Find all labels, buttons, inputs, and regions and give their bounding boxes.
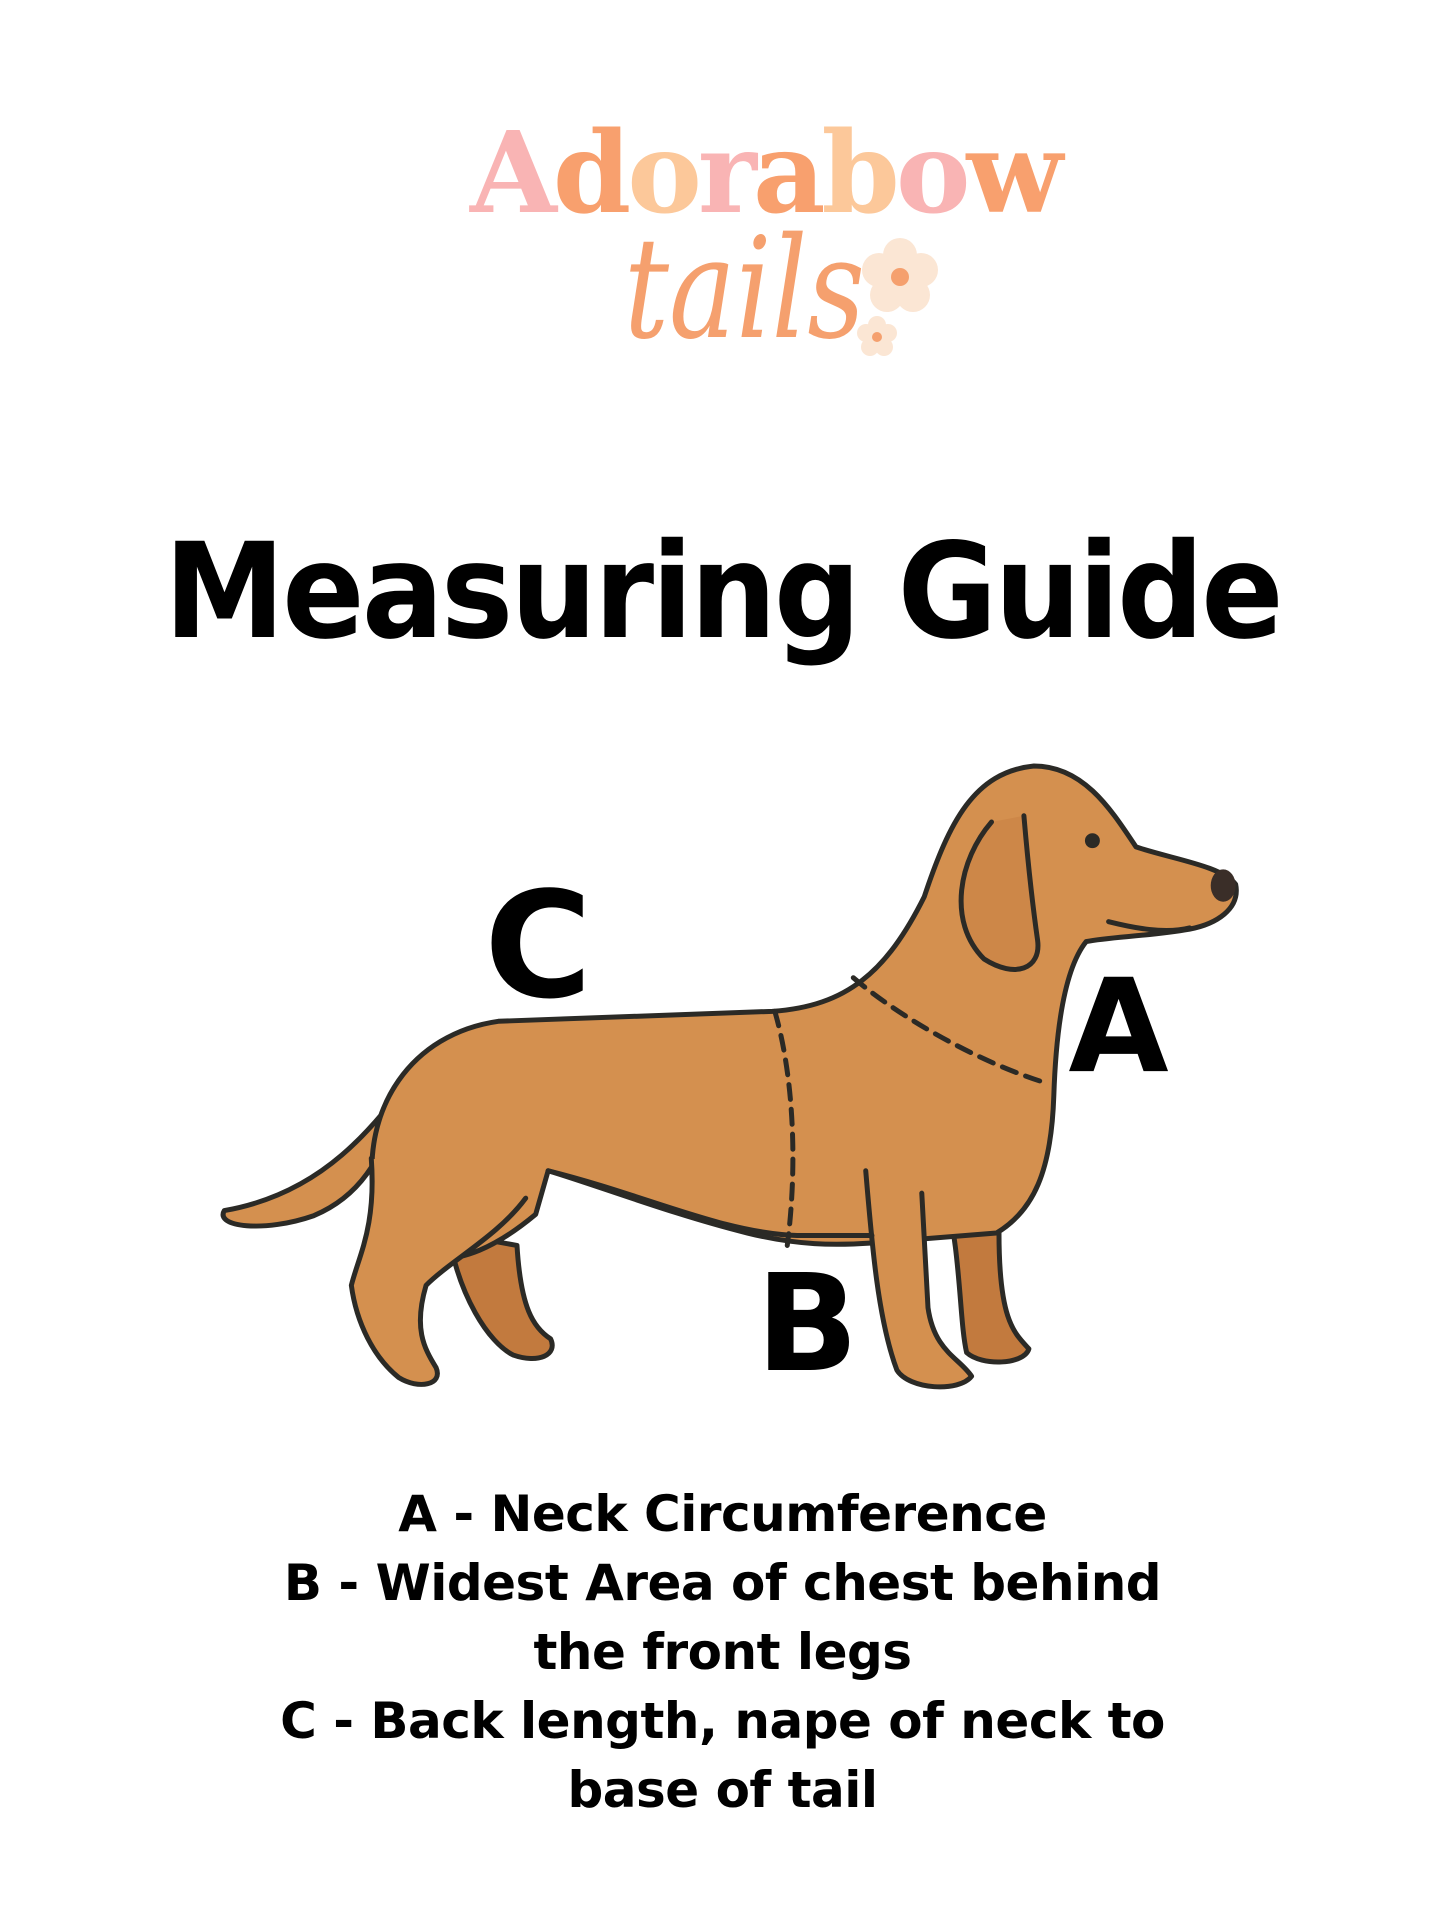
dog-belly-line (545, 1168, 875, 1239)
chest-measure-line (772, 1008, 796, 1248)
dog-ear (958, 813, 1041, 972)
legend-line: base of tail (567, 1761, 878, 1819)
logo-letter: o (895, 108, 971, 239)
dog-hind-far-leg (446, 1230, 555, 1361)
neck-measure-line (850, 975, 1043, 1084)
logo-letter: A (470, 108, 557, 239)
logo-letter: d (552, 108, 631, 239)
label-a: A (1068, 951, 1168, 1102)
dog-nose (1210, 869, 1236, 902)
logo-letter: b (821, 108, 900, 239)
logo-letter: o (627, 108, 702, 239)
logo-letter: a (752, 108, 826, 239)
logo-wordmark: Adorabow (470, 118, 1063, 230)
measurement-legend: A - Neck Circumference B - Widest Area o… (0, 1480, 1445, 1825)
dog-hind-near-leg (348, 1155, 529, 1387)
legend-line: B - Widest Area of chest behind (283, 1554, 1162, 1612)
dog-front-near-leg (863, 1168, 975, 1390)
legend-line: A - Neck Circumference (398, 1485, 1047, 1543)
dog-mouth (1106, 919, 1193, 933)
label-b: B (756, 1245, 859, 1402)
small-flower-icon (857, 316, 897, 356)
dog-eye (1084, 833, 1100, 849)
logo-letter: w (966, 108, 1063, 239)
legend-line: the front legs (533, 1623, 912, 1681)
page-title: Measuring Guide (164, 515, 1283, 669)
label-c: C (484, 860, 592, 1031)
large-flower-icon (862, 238, 938, 312)
logo-letter: r (697, 108, 757, 239)
brand-logo: Adorabow tails (0, 0, 1445, 430)
legend-line: C - Back length, nape of neck to (280, 1692, 1165, 1750)
